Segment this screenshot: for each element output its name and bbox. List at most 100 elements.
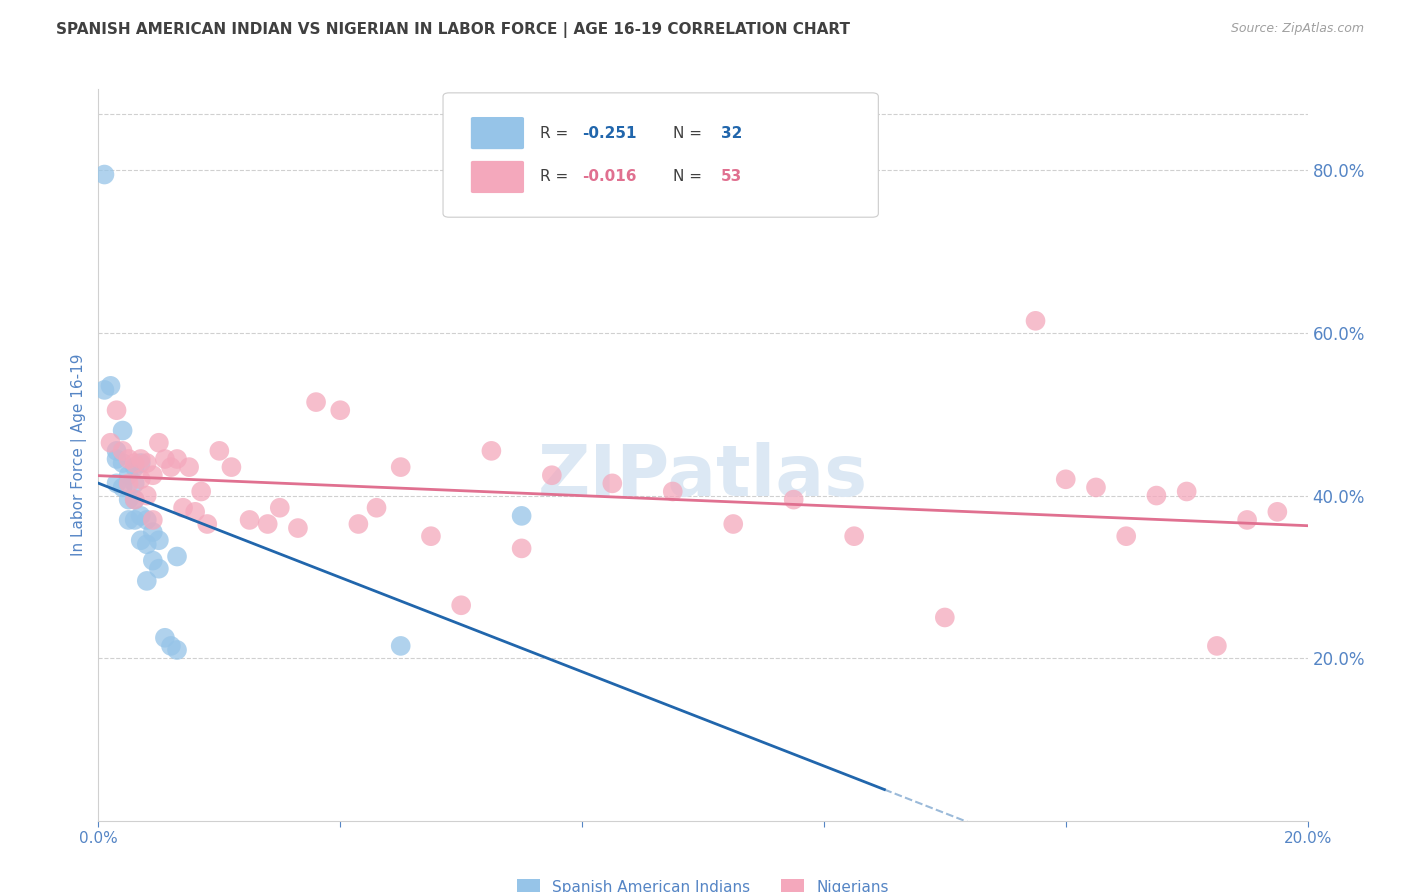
Point bbox=[269, 500, 291, 515]
Point bbox=[135, 456, 157, 470]
Text: N =: N = bbox=[673, 126, 707, 141]
Text: -0.251: -0.251 bbox=[582, 126, 637, 141]
Point bbox=[1267, 505, 1289, 519]
Text: 53: 53 bbox=[721, 169, 742, 185]
Point bbox=[540, 468, 562, 483]
Point bbox=[305, 395, 328, 409]
Text: -0.016: -0.016 bbox=[582, 169, 637, 185]
Point bbox=[934, 610, 956, 624]
Point bbox=[160, 639, 183, 653]
Point bbox=[723, 516, 745, 531]
Point bbox=[105, 452, 128, 467]
Point bbox=[195, 516, 218, 531]
Point bbox=[100, 435, 122, 450]
Point bbox=[142, 468, 165, 483]
Point bbox=[256, 516, 278, 531]
Point bbox=[135, 574, 157, 588]
Point bbox=[1144, 489, 1167, 503]
Point bbox=[129, 533, 152, 548]
Point bbox=[148, 562, 170, 576]
Point bbox=[124, 492, 146, 507]
Point bbox=[287, 521, 309, 535]
Point bbox=[166, 549, 188, 564]
Point bbox=[662, 484, 685, 499]
Y-axis label: In Labor Force | Age 16-19: In Labor Force | Age 16-19 bbox=[72, 353, 87, 557]
Point bbox=[844, 529, 866, 543]
Point bbox=[347, 516, 370, 531]
Point bbox=[239, 513, 262, 527]
Legend: Spanish American Indians, Nigerians: Spanish American Indians, Nigerians bbox=[512, 872, 894, 892]
Point bbox=[142, 513, 165, 527]
Point bbox=[1024, 314, 1046, 328]
Point bbox=[783, 492, 806, 507]
Text: Source: ZipAtlas.com: Source: ZipAtlas.com bbox=[1230, 22, 1364, 36]
Point bbox=[124, 460, 146, 475]
Text: N =: N = bbox=[673, 169, 707, 185]
Point bbox=[481, 443, 503, 458]
Point bbox=[118, 452, 141, 467]
Point bbox=[129, 472, 152, 486]
Point bbox=[602, 476, 624, 491]
Point bbox=[153, 452, 176, 467]
Point bbox=[1236, 513, 1258, 527]
Point bbox=[111, 480, 134, 494]
Point bbox=[118, 468, 141, 483]
Point bbox=[135, 489, 157, 503]
Point bbox=[124, 456, 146, 470]
Point bbox=[184, 505, 207, 519]
Point bbox=[153, 631, 176, 645]
Point bbox=[160, 460, 183, 475]
Point bbox=[100, 379, 122, 393]
Point bbox=[166, 452, 188, 467]
Point bbox=[93, 383, 115, 397]
Point bbox=[124, 492, 146, 507]
Point bbox=[148, 533, 170, 548]
Point bbox=[93, 168, 115, 182]
Point bbox=[135, 537, 157, 551]
FancyBboxPatch shape bbox=[471, 117, 524, 149]
Point bbox=[105, 443, 128, 458]
Point bbox=[111, 424, 134, 438]
Point bbox=[124, 513, 146, 527]
Text: SPANISH AMERICAN INDIAN VS NIGERIAN IN LABOR FORCE | AGE 16-19 CORRELATION CHART: SPANISH AMERICAN INDIAN VS NIGERIAN IN L… bbox=[56, 22, 851, 38]
Point bbox=[148, 435, 170, 450]
Point bbox=[389, 639, 412, 653]
Point bbox=[450, 599, 472, 613]
Point bbox=[221, 460, 243, 475]
Point bbox=[129, 456, 152, 470]
Point bbox=[118, 476, 141, 491]
Text: R =: R = bbox=[540, 126, 572, 141]
Point bbox=[129, 508, 152, 523]
FancyBboxPatch shape bbox=[443, 93, 879, 218]
Text: R =: R = bbox=[540, 169, 572, 185]
Point bbox=[105, 476, 128, 491]
Point bbox=[142, 525, 165, 540]
Point bbox=[129, 452, 152, 467]
Point bbox=[510, 541, 533, 556]
Point bbox=[111, 456, 134, 470]
Point bbox=[1054, 472, 1077, 486]
Point bbox=[1085, 480, 1108, 494]
Point bbox=[420, 529, 443, 543]
Point bbox=[118, 492, 141, 507]
Point bbox=[1115, 529, 1137, 543]
Point bbox=[118, 513, 141, 527]
Point bbox=[135, 513, 157, 527]
Point bbox=[366, 500, 388, 515]
Point bbox=[190, 484, 212, 499]
Point bbox=[142, 553, 165, 567]
FancyBboxPatch shape bbox=[471, 161, 524, 193]
Point bbox=[208, 443, 231, 458]
Point bbox=[166, 643, 188, 657]
Point bbox=[179, 460, 201, 475]
Point bbox=[172, 500, 194, 515]
Text: 32: 32 bbox=[721, 126, 742, 141]
Point bbox=[111, 443, 134, 458]
Point bbox=[124, 476, 146, 491]
Point bbox=[105, 403, 128, 417]
Text: ZIPatlas: ZIPatlas bbox=[538, 442, 868, 511]
Point bbox=[329, 403, 352, 417]
Point bbox=[1206, 639, 1229, 653]
Point bbox=[510, 508, 533, 523]
Point bbox=[389, 460, 412, 475]
